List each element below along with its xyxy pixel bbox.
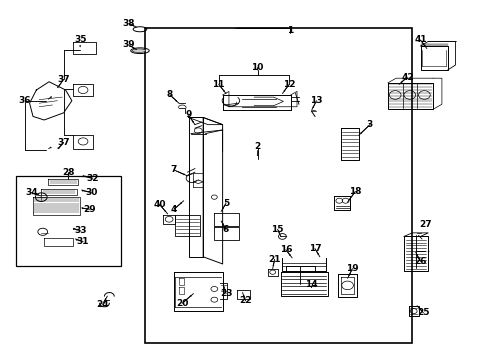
Text: 5: 5 — [223, 199, 229, 208]
Text: 27: 27 — [418, 220, 431, 229]
Text: 21: 21 — [268, 255, 280, 264]
Text: 6: 6 — [223, 225, 229, 234]
Text: 35: 35 — [74, 36, 86, 45]
Text: 9: 9 — [185, 111, 191, 120]
Text: 11: 11 — [212, 80, 224, 89]
Text: 18: 18 — [348, 187, 361, 196]
Text: 7: 7 — [170, 166, 177, 175]
Text: 30: 30 — [85, 188, 97, 197]
Text: 37: 37 — [57, 75, 70, 84]
Text: 4: 4 — [170, 205, 177, 214]
Text: 33: 33 — [74, 226, 86, 235]
Text: 38: 38 — [122, 19, 135, 28]
Text: 19: 19 — [346, 264, 358, 273]
Text: 14: 14 — [305, 280, 317, 289]
Text: 23: 23 — [219, 289, 232, 298]
Bar — [144, 28, 411, 342]
Text: 10: 10 — [251, 63, 264, 72]
Text: 1: 1 — [286, 26, 293, 35]
Text: 39: 39 — [122, 40, 135, 49]
Text: 15: 15 — [271, 225, 283, 234]
Text: 3: 3 — [366, 120, 372, 129]
Text: 22: 22 — [239, 296, 251, 305]
Text: 26: 26 — [413, 257, 426, 266]
Text: 8: 8 — [166, 90, 173, 99]
Bar — [16, 176, 120, 266]
Text: 13: 13 — [309, 96, 322, 105]
Text: 32: 32 — [86, 174, 99, 183]
Text: 25: 25 — [416, 309, 429, 318]
Text: 34: 34 — [25, 188, 38, 197]
Text: 28: 28 — [62, 168, 75, 177]
Text: 2: 2 — [254, 141, 260, 150]
Ellipse shape — [132, 49, 145, 53]
Text: 29: 29 — [83, 205, 96, 214]
Text: 17: 17 — [308, 244, 321, 253]
Text: 36: 36 — [19, 96, 31, 105]
Text: 41: 41 — [413, 36, 426, 45]
Text: 24: 24 — [96, 300, 109, 309]
Text: 37: 37 — [57, 138, 70, 147]
Text: 42: 42 — [400, 73, 413, 82]
Text: 40: 40 — [153, 200, 165, 209]
Text: 31: 31 — [77, 237, 89, 246]
Text: 16: 16 — [279, 245, 291, 254]
Text: 12: 12 — [283, 80, 295, 89]
Text: 20: 20 — [176, 299, 188, 308]
